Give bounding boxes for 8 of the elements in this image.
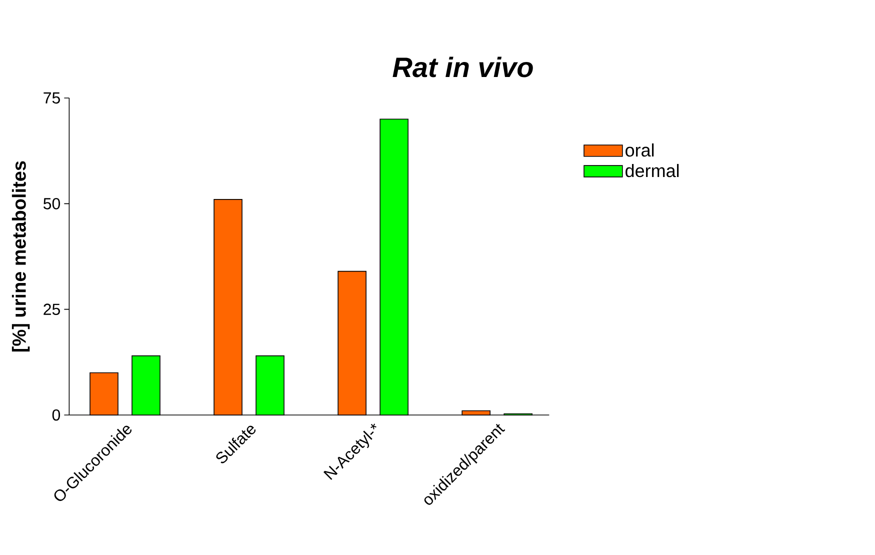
y-tick-label: 75 — [44, 92, 60, 104]
y-tick-label: 25 — [44, 304, 60, 315]
y-tick-label: 0 — [52, 409, 60, 421]
legend-label: dermal — [626, 164, 679, 178]
chart-title: Rat in vivo — [392, 56, 533, 78]
y-axis-title: [%] urine metabolites — [12, 161, 30, 352]
legend-label: oral — [626, 143, 654, 157]
y-tick-label: 50 — [44, 198, 60, 210]
